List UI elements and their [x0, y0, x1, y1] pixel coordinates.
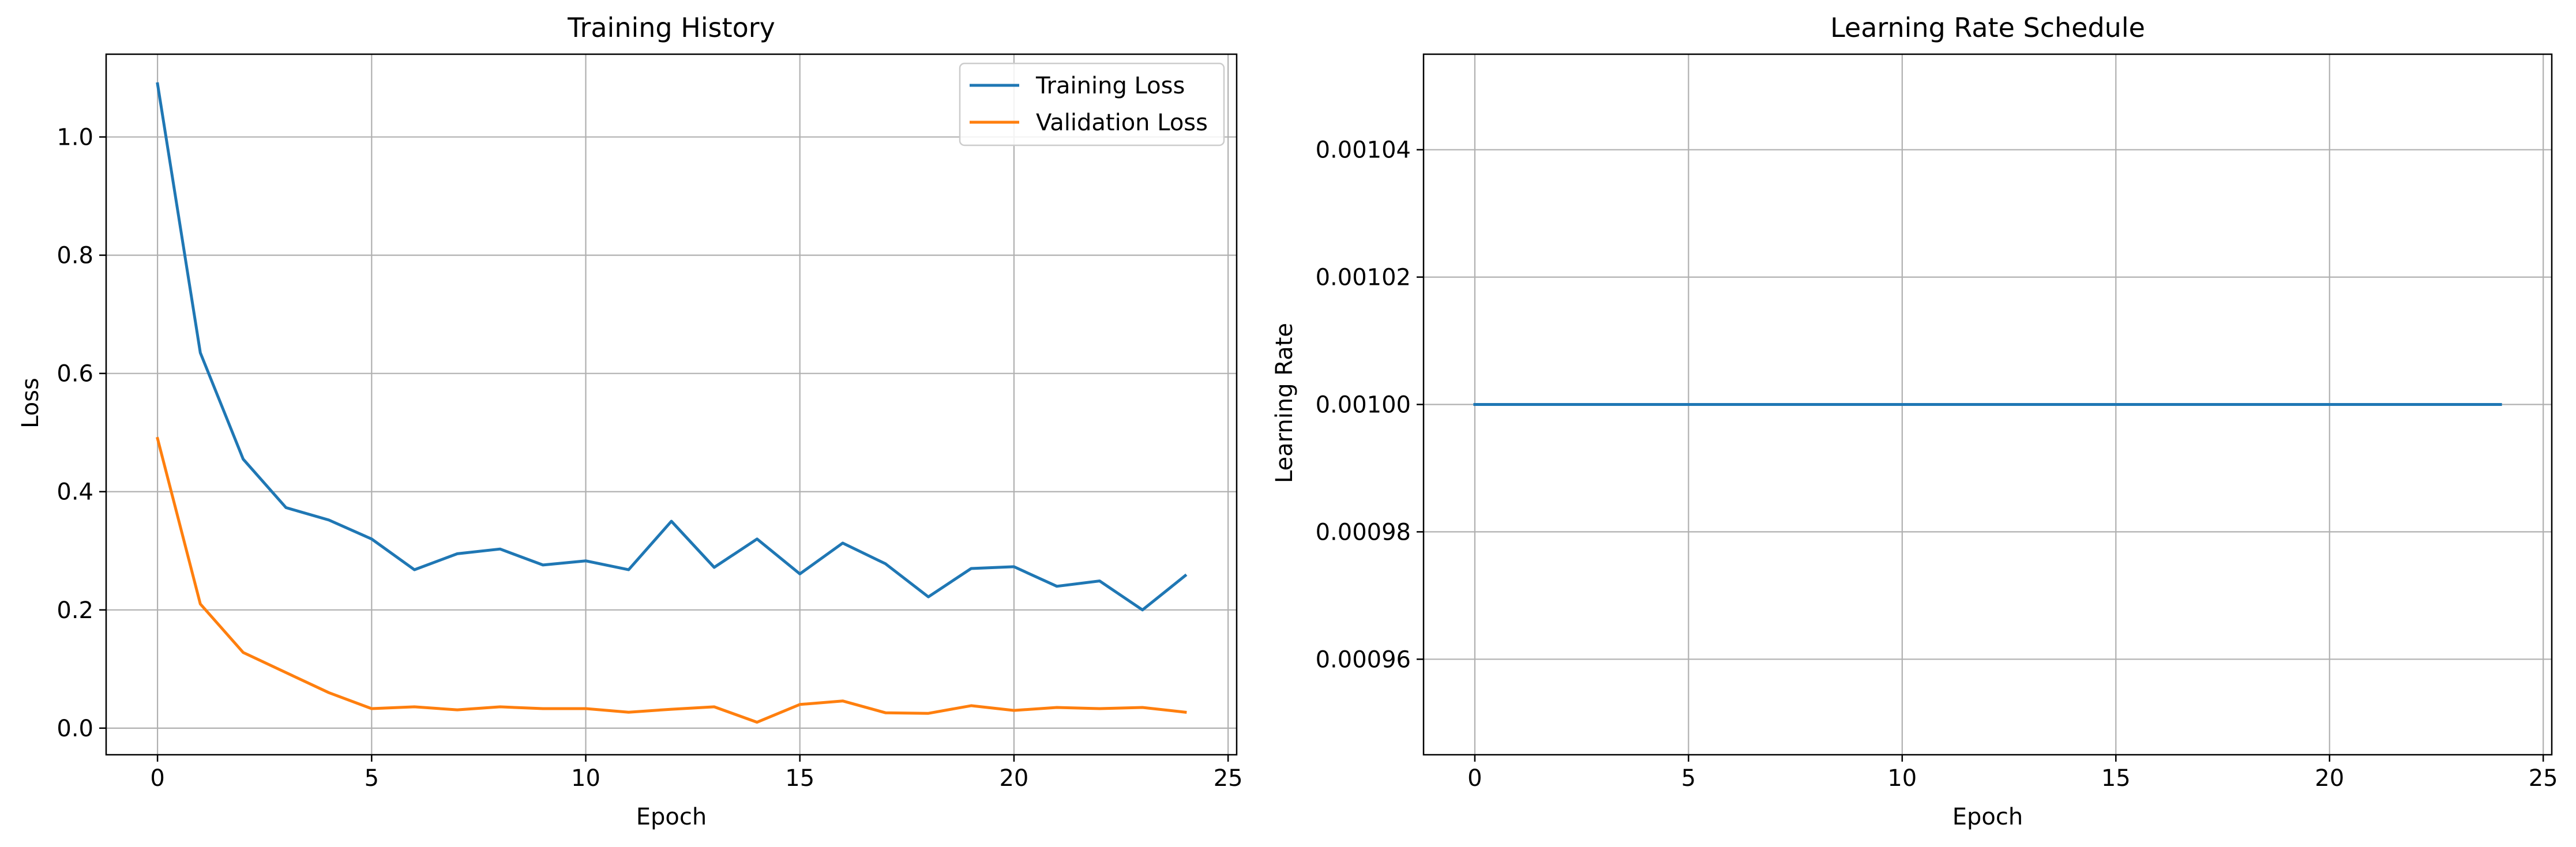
x-tick-label: 5	[1681, 765, 1696, 792]
x-tick-label: 10	[571, 765, 600, 792]
axis-ticks: 0 5 10 15 20 25 0.00096 0.00098 0.00100 0.00102 0.…	[1316, 137, 2558, 792]
x-axis-label: Epoch	[636, 804, 707, 830]
y-tick-label: 1.0	[57, 125, 93, 151]
grid-lines	[106, 54, 1237, 755]
series-line-training-loss	[156, 82, 1188, 612]
training-history-chart: Training History Epoch Loss 0 5 10 15 20 25 0.…	[17, 12, 1243, 830]
y-tick-label: 0.00100	[1316, 392, 1411, 419]
plot-frame	[1422, 53, 2553, 756]
x-tick-label: 20	[999, 765, 1028, 792]
axis-ticks: 0 5 10 15 20 25 0.0 0.2 0.4 0.6 0.8 1.0	[57, 125, 1242, 792]
legend: Training Loss Validation Loss	[959, 62, 1225, 146]
y-tick-label: 0.00096	[1316, 646, 1411, 673]
y-tick-label: 0.8	[57, 243, 93, 269]
legend-box	[959, 62, 1225, 146]
y-tick-label: 0.00104	[1316, 137, 1411, 164]
plot-frame	[105, 53, 1238, 756]
y-tick-label: 0.00098	[1316, 519, 1411, 545]
chart-title: Learning Rate Schedule	[1830, 12, 2145, 43]
y-tick-label: 0.6	[57, 361, 93, 387]
x-tick-label: 10	[1887, 765, 1917, 792]
x-tick-label: 20	[2315, 765, 2344, 792]
legend-label-validation-loss: Validation Loss	[1036, 110, 1208, 136]
y-tick-label: 0.00102	[1316, 265, 1411, 291]
y-tick-label: 0.2	[57, 597, 93, 624]
x-tick-label: 0	[150, 765, 164, 792]
x-tick-label: 5	[365, 765, 379, 792]
legend-label-training-loss: Training Loss	[1035, 73, 1185, 99]
series-line-validation-loss	[156, 436, 1187, 724]
x-tick-label: 25	[2529, 765, 2558, 792]
data-series	[156, 82, 1188, 724]
x-axis-label: Epoch	[1952, 804, 2023, 830]
x-tick-label: 15	[2101, 765, 2131, 792]
chart-title: Training History	[567, 12, 775, 43]
x-tick-label: 25	[1214, 765, 1243, 792]
x-tick-label: 0	[1467, 765, 1482, 792]
learning-rate-chart: Learning Rate Schedule Epoch Learning Ra…	[1271, 12, 2558, 830]
y-tick-label: 0.4	[57, 479, 93, 506]
y-axis-label: Loss	[17, 378, 44, 428]
y-tick-label: 0.0	[57, 716, 93, 742]
x-tick-label: 15	[785, 765, 814, 792]
y-axis-label: Learning Rate	[1271, 323, 1298, 483]
